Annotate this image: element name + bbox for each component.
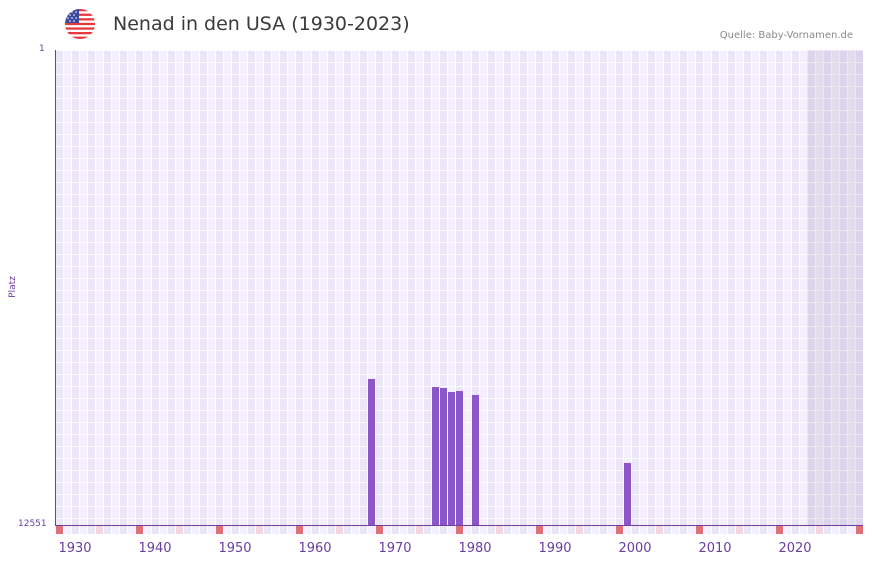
decade-marker-row [55, 526, 863, 534]
bar-1976[interactable] [440, 387, 447, 525]
x-axis-line [55, 525, 863, 526]
bar-1967[interactable] [368, 379, 375, 525]
half-decade-marker [816, 526, 823, 534]
chart-title: Nenad in den USA (1930-2023) [113, 13, 410, 35]
decade-marker [216, 526, 223, 534]
y-axis-bottom-label: 12551 [18, 519, 47, 529]
y-axis-title: Platz [8, 276, 18, 298]
half-decade-marker [336, 526, 343, 534]
half-decade-marker [416, 526, 423, 534]
bar-1977[interactable] [448, 392, 455, 525]
half-decade-marker [176, 526, 183, 534]
half-decade-marker [96, 526, 103, 534]
bar-1980[interactable] [472, 394, 479, 525]
source-label: Quelle: Baby-Vornamen.de [719, 30, 853, 41]
y-axis-line [55, 50, 56, 526]
y-axis-top-label: 1 [39, 44, 45, 54]
decade-marker [616, 526, 623, 534]
decade-marker [456, 526, 463, 534]
us-flag-icon [65, 9, 95, 39]
decade-marker [536, 526, 543, 534]
x-tick-label: 1950 [218, 541, 252, 556]
half-decade-marker [496, 526, 503, 534]
x-tick-label: 1970 [378, 541, 412, 556]
x-tick-label: 2010 [698, 541, 732, 556]
decade-marker [296, 526, 303, 534]
x-tick-label: 1980 [458, 541, 492, 556]
x-tick-label: 2000 [618, 541, 652, 556]
decade-marker [56, 526, 63, 534]
decade-marker [856, 526, 863, 534]
future-shade [807, 50, 863, 525]
decade-marker [776, 526, 783, 534]
x-tick-label: 2020 [778, 541, 812, 556]
x-tick-label: 1960 [298, 541, 332, 556]
half-decade-marker [576, 526, 583, 534]
decade-marker [376, 526, 383, 534]
x-tick-label: 1990 [538, 541, 572, 556]
bar-1999[interactable] [624, 463, 631, 525]
decade-marker [696, 526, 703, 534]
bar-1975[interactable] [432, 387, 439, 525]
half-decade-marker [736, 526, 743, 534]
half-decade-marker [656, 526, 663, 534]
bar-1978[interactable] [456, 391, 463, 525]
decade-marker [136, 526, 143, 534]
x-tick-label: 1930 [58, 541, 92, 556]
x-tick-label: 1940 [138, 541, 172, 556]
half-decade-marker [256, 526, 263, 534]
